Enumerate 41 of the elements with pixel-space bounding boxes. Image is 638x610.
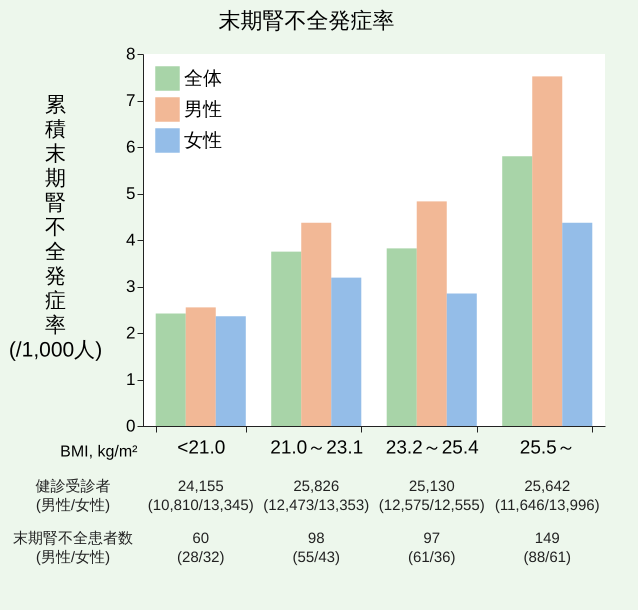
bar [562, 222, 592, 426]
text: 60 (28/32) [176, 530, 225, 566]
text: 98 (55/43) [292, 530, 340, 566]
bar [186, 307, 216, 426]
bar [446, 293, 477, 426]
y-tick-label: 7 [126, 91, 136, 110]
x-tick-label: 25.5～ [520, 438, 576, 458]
x-tick-label: <21.0 [177, 438, 226, 458]
x-tick-label: 21.0～23.1 [270, 438, 364, 458]
text: 累積末期腎不全発症率(/1,000人) [8, 94, 102, 362]
bar [301, 222, 332, 426]
y-tick-label: 3 [126, 277, 136, 296]
x-axis-title: BMI, kg/m² [60, 444, 138, 460]
bar [156, 313, 186, 426]
text: 末期腎不全患者数 (男性/女性) [13, 530, 133, 566]
bar [502, 156, 532, 426]
bar [271, 252, 302, 426]
bar [331, 278, 362, 426]
x-tick-label: 23.2～25.4 [386, 438, 480, 458]
bar [532, 76, 562, 426]
y-tick-label: 4 [126, 230, 136, 250]
legend-label: 全体 [184, 68, 222, 90]
text: 149 (88/61) [523, 530, 572, 566]
y-tick-label: 1 [126, 370, 136, 389]
y-tick-label: 5 [126, 184, 136, 203]
y-tick-label: 2 [126, 324, 136, 342]
text: 25,826 (12,473/13,353) [263, 478, 370, 514]
text: 97 (61/36) [408, 530, 456, 566]
bar [386, 248, 417, 426]
y-tick-label: 0 [126, 416, 136, 436]
text: 健診受診者 (男性/女性) [36, 478, 110, 514]
text: 25,642 (11,646/13,996) [494, 478, 600, 514]
legend-label: 女性 [184, 130, 222, 152]
chart-title: 末期腎不全発症率 [218, 8, 395, 33]
text: 24,155 (10,810/13,345) [148, 478, 254, 514]
legend-label: 男性 [184, 100, 222, 120]
y-tick-label: 8 [126, 44, 136, 64]
bar [216, 316, 246, 426]
y-tick-label: 6 [126, 138, 136, 156]
bar [416, 201, 447, 426]
text: 25,130 (12,575/12,555) [378, 478, 485, 514]
